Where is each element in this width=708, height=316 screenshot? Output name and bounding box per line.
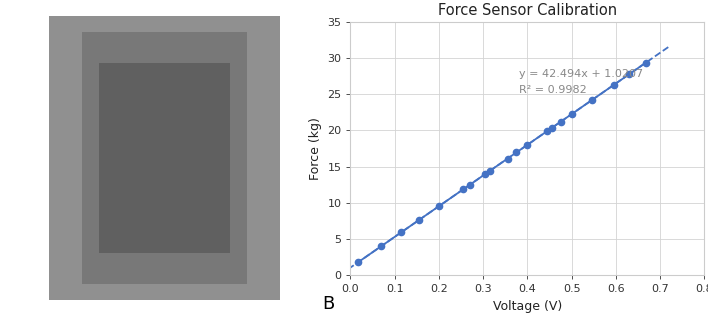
Bar — [50, 16, 280, 300]
Title: Force Sensor Calibration: Force Sensor Calibration — [438, 3, 617, 18]
Bar — [99, 63, 231, 253]
X-axis label: Voltage (V): Voltage (V) — [493, 300, 562, 313]
Bar — [82, 32, 247, 284]
Text: y = 42.494x + 1.0207
R² = 0.9982: y = 42.494x + 1.0207 R² = 0.9982 — [518, 69, 643, 95]
Text: A: A — [16, 285, 29, 303]
Text: B: B — [322, 295, 334, 313]
Y-axis label: Force (kg): Force (kg) — [309, 117, 321, 180]
